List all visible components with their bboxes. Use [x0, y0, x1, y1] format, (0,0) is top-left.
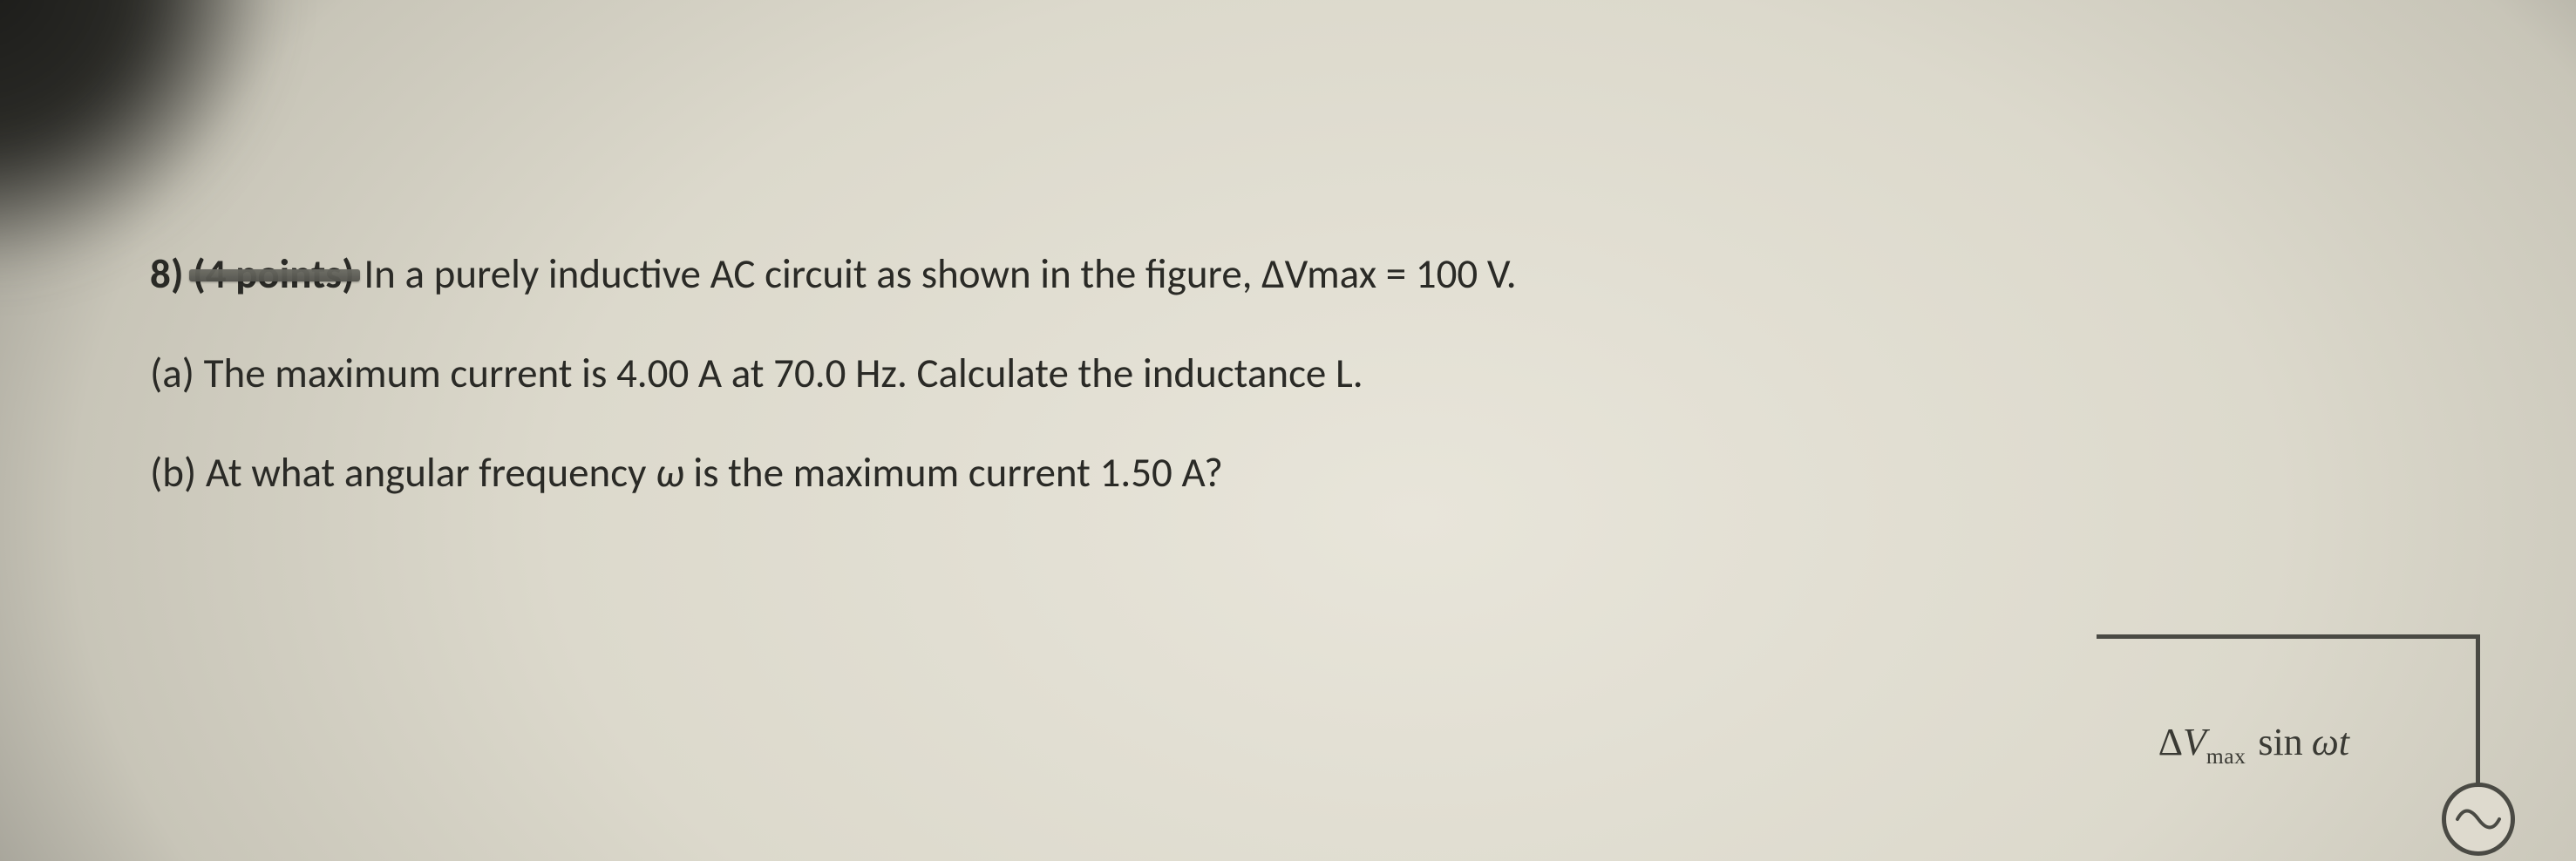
question-number: 8): [150, 248, 183, 299]
label-sin: sin: [2258, 721, 2302, 763]
label-v: V: [2183, 721, 2206, 763]
part-a-line: (a) The maximum current is 4.00 A at 70.…: [150, 348, 2524, 398]
circuit-wire-top: [2097, 634, 2480, 639]
label-omega: ω: [2312, 721, 2339, 763]
question-block: 8) (4 points) In a purely inductive AC c…: [150, 248, 2524, 546]
part-b-line: (b) At what angular frequency ω is the m…: [150, 447, 2524, 498]
label-t: t: [2339, 721, 2349, 763]
omega-symbol: ω: [656, 447, 684, 498]
part-b-text-1: (b) At what angular frequency: [150, 447, 656, 498]
sine-wave-icon: [2455, 806, 2502, 832]
ac-source-symbol: [2442, 783, 2515, 856]
part-b-text-2: is the maximum current 1.50 A?: [684, 447, 1223, 498]
vignette-corner: [0, 0, 279, 279]
label-delta: Δ: [2158, 721, 2183, 763]
circuit-diagram: ΔVmaxsinωt: [2009, 582, 2480, 861]
label-max-subscript: max: [2206, 743, 2246, 769]
stem-text-2: = 100 V.: [1376, 248, 1517, 299]
source-label: ΔVmaxsinωt: [2158, 720, 2349, 769]
delta-vmax-symbol: ΔVmax: [1261, 248, 1376, 299]
points-annotation: (4 points): [193, 248, 355, 299]
question-stem-line: 8) (4 points) In a purely inductive AC c…: [150, 248, 2524, 299]
stem-text-1: In a purely inductive AC circuit as show…: [364, 248, 1261, 299]
